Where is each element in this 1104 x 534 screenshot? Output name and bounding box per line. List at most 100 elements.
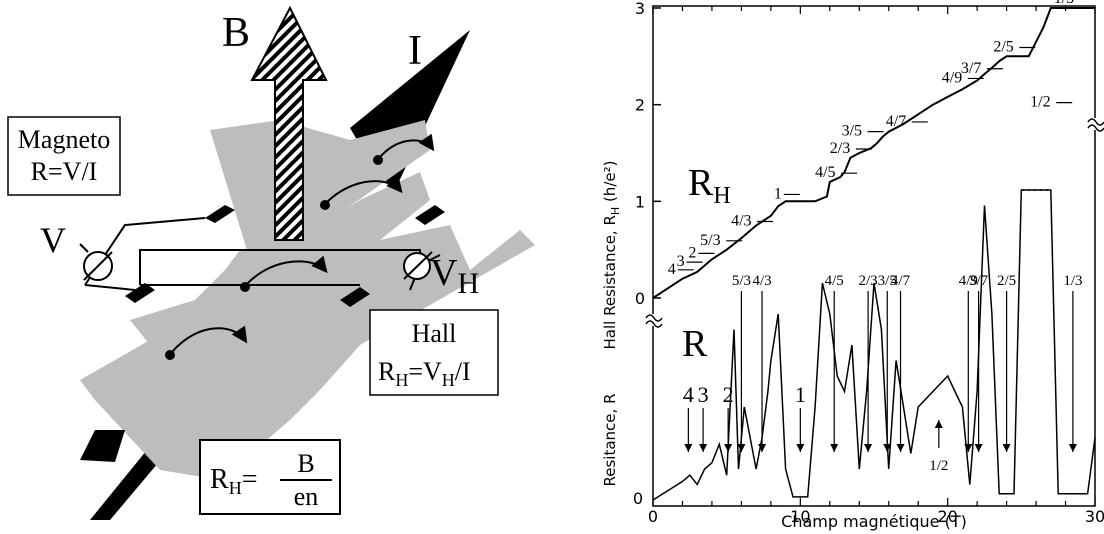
hall-y-tick-label: 0 bbox=[635, 289, 645, 308]
vh-label: VH bbox=[430, 252, 479, 300]
voltmeter-hall-icon bbox=[403, 251, 433, 280]
voltmeter-icon bbox=[79, 243, 113, 281]
x-axis-label: Champ magnétique (T) bbox=[781, 512, 967, 531]
hall-plateau-label: 3 bbox=[677, 253, 685, 270]
electron-path-icon bbox=[165, 133, 435, 360]
hall-plateau-label: 2/5 bbox=[993, 39, 1013, 56]
current-arrow-tail bbox=[80, 430, 125, 462]
formula-denominator: en bbox=[294, 482, 319, 511]
hall-y-tick-label: 1 bbox=[635, 192, 645, 211]
formula-lhs: RH= bbox=[210, 464, 257, 498]
resistance-arrow-head bbox=[699, 444, 708, 452]
resistance-arrow-text: 4/5 bbox=[825, 273, 844, 289]
resistance-arrow-head bbox=[864, 444, 873, 452]
hall-formula: RH=VH/I bbox=[378, 357, 471, 390]
resistance-y-axis-label: Resitance, R bbox=[601, 394, 619, 487]
resistance-arrow-label: 3/5 bbox=[878, 273, 897, 452]
plot-frame bbox=[652, 5, 1096, 507]
resistance-arrow-head bbox=[724, 444, 733, 452]
hall-plateau-label: 4/3 bbox=[731, 213, 751, 230]
resistance-arrow-head bbox=[896, 444, 905, 452]
resistance-arrow-text: 3/7 bbox=[969, 273, 989, 289]
resistance-arrow-text: 5/3 bbox=[732, 273, 751, 289]
axis-break-left bbox=[645, 314, 663, 328]
b-label: B bbox=[222, 10, 250, 56]
hall-schematic: B I V VH Magneto R=V/I Hall RH=VH/I RH= … bbox=[7, 5, 535, 520]
hall-curve-label: RH bbox=[688, 162, 731, 209]
field-arrow-icon bbox=[250, 5, 328, 241]
resistance-arrow-text: 2/5 bbox=[997, 273, 1016, 289]
resistance-arrow-label: 1 bbox=[795, 382, 806, 452]
resistance-arrow-label: 1/3 bbox=[1063, 273, 1082, 452]
resistance-arrow-label: 4/3 bbox=[752, 273, 772, 452]
resistance-arrow-labels: 4 3 25/3 4/314/5 2/3 3/54/7 4/93/7 2/5 1/31/2 bbox=[683, 189, 1082, 474]
hall-plateau-label: 4 bbox=[668, 261, 676, 278]
i-label: I bbox=[408, 28, 422, 74]
resistance-arrow-text: 4/9 bbox=[959, 273, 978, 289]
hall-y-tick-label: 3 bbox=[635, 0, 645, 18]
axis-break-right bbox=[1087, 118, 1104, 132]
x-tick-label: 30 bbox=[1085, 507, 1104, 526]
resistance-arrow-head bbox=[1002, 444, 1011, 452]
resistance-arrow-text: 2/3 bbox=[859, 273, 878, 289]
resistance-series-line bbox=[652, 189, 1096, 501]
resistance-zero-label: 0 bbox=[633, 489, 643, 508]
resistance-arrow-head bbox=[737, 444, 746, 452]
resistance-arrow-label: 2/5 bbox=[997, 273, 1016, 452]
hall-plateau-label: 2 bbox=[688, 244, 696, 261]
resistance-arrow-head bbox=[796, 444, 805, 452]
x-tick-label: 10 bbox=[790, 507, 810, 526]
v-label: V bbox=[40, 220, 66, 260]
resistance-arrow-head bbox=[758, 444, 767, 452]
resistance-arrow-head bbox=[684, 444, 693, 452]
hall-y-axis-label: Hall Resistance, RH (h/e²) bbox=[601, 161, 622, 350]
resistance-arrow-head bbox=[883, 444, 892, 452]
hall-plateau-label: 1/2 bbox=[1030, 94, 1050, 111]
sample-sheet bbox=[80, 120, 535, 480]
resistance-arrow-label: 5/3 bbox=[732, 273, 751, 452]
resistance-arrow-text: 1/2 bbox=[929, 458, 948, 474]
hall-plateau-label: 4/9 bbox=[942, 69, 962, 86]
resistance-arrow-label: 4/7 bbox=[891, 273, 911, 452]
hall-plateau-label: 4/7 bbox=[886, 113, 906, 130]
resistance-arrow-text: 4/7 bbox=[891, 273, 911, 289]
resistance-arrow-label: 2 bbox=[723, 382, 734, 452]
resistance-arrow-label: 4/9 bbox=[959, 273, 978, 452]
hall-plateau-label: 1/3 bbox=[1054, 0, 1074, 7]
magneto-box: Magneto R=V/I bbox=[7, 116, 121, 196]
resistance-arrow-head bbox=[830, 444, 839, 452]
hall-plateau-label: 3/5 bbox=[842, 123, 862, 140]
resistance-arrow-label: 4 bbox=[683, 382, 694, 452]
hall-title: Hall bbox=[412, 319, 457, 348]
hall-plateau-label: 2/3 bbox=[830, 140, 850, 157]
magneto-title: Magneto bbox=[18, 125, 110, 154]
resistance-arrow-text: 1 bbox=[795, 382, 806, 407]
formula-box: RH= B en bbox=[199, 439, 341, 515]
hall-plateau-label: 4/5 bbox=[815, 164, 835, 181]
resistance-arrow-text: 2 bbox=[723, 382, 734, 407]
contacts bbox=[125, 205, 445, 307]
resistance-arrow-head bbox=[1068, 444, 1077, 452]
resistance-arrow-text: 3 bbox=[698, 382, 709, 407]
x-tick-label: 20 bbox=[937, 507, 957, 526]
resistance-arrow-head bbox=[934, 420, 943, 428]
resistance-arrow-head bbox=[964, 444, 973, 452]
resistance-arrow-label: 2/3 bbox=[859, 273, 878, 452]
resistance-arrow-label: 3/7 bbox=[969, 273, 989, 452]
hall-y-ticks: 0 1 2 3 bbox=[635, 0, 661, 308]
resistance-arrow-text: 1/3 bbox=[1063, 273, 1082, 289]
x-tick-label: 0 bbox=[648, 507, 658, 526]
hall-y-tick-label: 2 bbox=[635, 96, 645, 115]
hall-series-line bbox=[652, 7, 1095, 299]
resistance-arrow-text: 4 bbox=[683, 382, 694, 407]
resistance-arrow-head bbox=[974, 444, 983, 452]
resistance-arrow-text: 4/3 bbox=[752, 273, 771, 289]
hall-plateau-label: 5/3 bbox=[700, 232, 720, 249]
resistance-arrow-text: 3/5 bbox=[878, 273, 897, 289]
magneto-formula: R=V/I bbox=[31, 157, 98, 186]
resistance-arrow-label: 4/5 bbox=[825, 273, 844, 452]
hall-box: Hall RH=VH/I bbox=[369, 309, 499, 396]
